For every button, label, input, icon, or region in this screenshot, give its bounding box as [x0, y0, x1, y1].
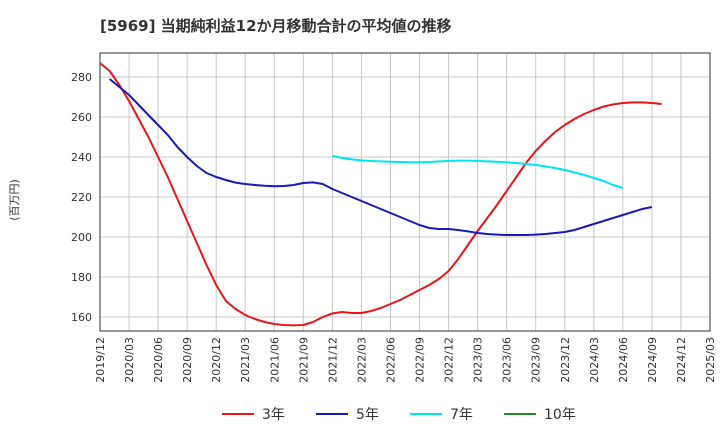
x-tick-label: 2022/03 [355, 337, 368, 383]
y-tick-label: 220 [71, 191, 92, 204]
x-tick-label: 2021/09 [297, 337, 310, 383]
x-tick-label: 2021/06 [268, 337, 281, 383]
x-tick-label: 2019/12 [94, 337, 107, 383]
y-tick-label: 280 [71, 71, 92, 84]
x-tick-label: 2020/06 [152, 337, 165, 383]
x-tick-label: 2023/06 [501, 337, 514, 383]
legend-label: 3年 [262, 407, 285, 423]
y-tick-label: 240 [71, 151, 92, 164]
x-tick-label: 2022/09 [414, 337, 427, 383]
y-tick-label: 180 [71, 271, 92, 284]
x-tick-label: 2023/12 [559, 337, 572, 383]
legend: 3年 5年 7年 10年 [222, 407, 576, 423]
x-tick-label: 2021/03 [239, 337, 252, 383]
x-tick-label: 2024/03 [588, 337, 601, 383]
x-tick-label: 2022/12 [443, 337, 456, 383]
y-tick-label: 260 [71, 111, 92, 124]
legend-label: 5年 [356, 407, 379, 423]
series-line [109, 78, 653, 236]
x-tick-label: 2024/12 [675, 337, 688, 383]
series-line [99, 62, 662, 327]
plot-border [99, 52, 711, 332]
y-tick-label: 160 [71, 311, 92, 324]
x-tick-label: 2022/06 [384, 337, 397, 383]
y-tick-label: 200 [71, 231, 92, 244]
x-tick-label: 2025/03 [704, 337, 717, 383]
x-tick-label: 2023/09 [530, 337, 543, 383]
x-tick-label: 2020/12 [210, 337, 223, 383]
y-axis-label: (百万円) [8, 179, 21, 221]
x-tick-label: 2020/03 [123, 337, 136, 383]
plot-area: 160 180 200 220 240 260 280 2019/12 2020/03 2020/… [71, 52, 717, 383]
chart-title: [5969] 当期純利益12か月移動合計の平均値の推移 [100, 17, 452, 35]
x-tick-label: 2024/06 [617, 337, 630, 383]
x-tick-label: 2024/09 [646, 337, 659, 383]
x-tick-label: 2023/03 [472, 337, 485, 383]
x-tick-label: 2020/09 [181, 337, 194, 383]
series-line [332, 155, 624, 189]
legend-label: 10年 [544, 407, 576, 423]
legend-label: 7年 [450, 407, 473, 423]
x-tick-label: 2021/12 [326, 337, 339, 383]
